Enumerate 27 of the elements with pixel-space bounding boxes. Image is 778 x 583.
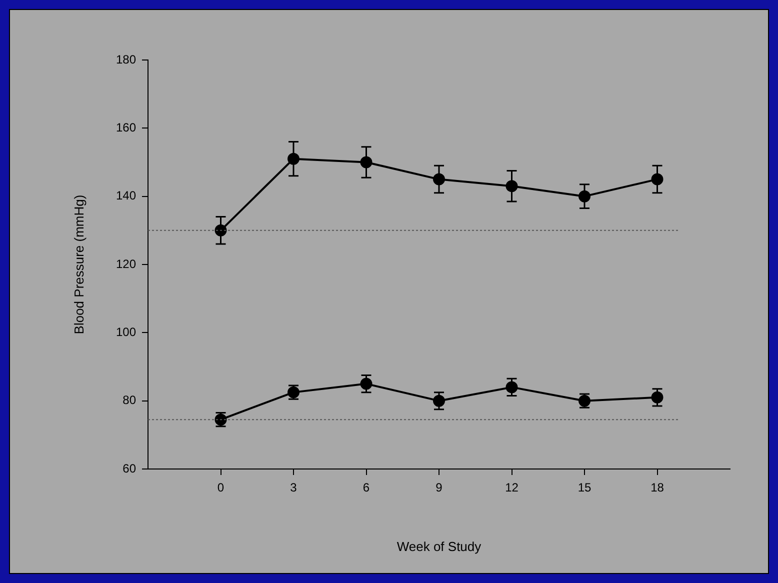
y-tick-label: 60 bbox=[122, 461, 136, 476]
y-tick-label: 140 bbox=[116, 188, 136, 203]
point bbox=[214, 224, 227, 236]
y-tick-label: 180 bbox=[116, 52, 136, 66]
point bbox=[360, 378, 372, 390]
y-tick-label: 100 bbox=[116, 324, 136, 339]
x-tick-label: 9 bbox=[436, 480, 443, 495]
x-axis-title: Week of Study bbox=[396, 538, 482, 554]
y-tick-label: 80 bbox=[122, 393, 136, 408]
y-axis-title: Blood Pressure (mmHg) bbox=[71, 194, 86, 334]
y-tick-label: 120 bbox=[116, 256, 136, 271]
x-tick-label: 12 bbox=[505, 480, 519, 495]
x-tick-label: 6 bbox=[362, 480, 370, 495]
point bbox=[651, 391, 664, 404]
x-tick-label: 0 bbox=[217, 480, 224, 495]
x-tick-label: 15 bbox=[578, 480, 592, 495]
point bbox=[433, 173, 445, 186]
point bbox=[433, 394, 445, 407]
x-tick-label: 18 bbox=[650, 480, 664, 495]
point bbox=[360, 156, 372, 168]
x-tick-label: 3 bbox=[290, 480, 298, 495]
point bbox=[288, 152, 300, 165]
y-tick-label: 160 bbox=[116, 120, 136, 134]
point bbox=[506, 381, 518, 394]
point bbox=[578, 190, 590, 202]
point bbox=[506, 180, 518, 192]
point bbox=[651, 173, 664, 186]
